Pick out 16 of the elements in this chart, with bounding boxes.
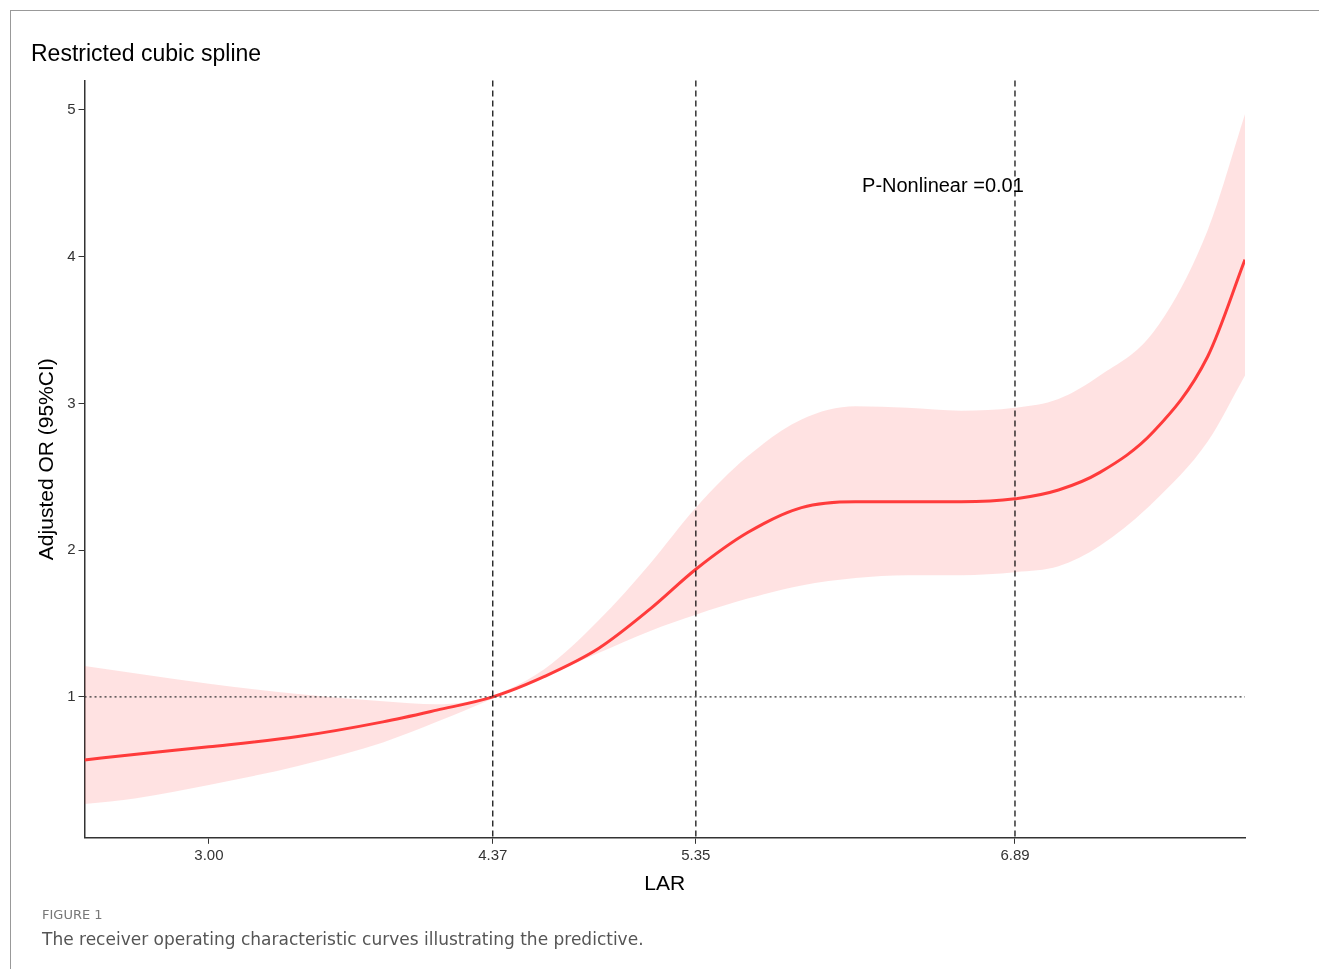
x-tick-label: 3.00 — [194, 845, 224, 863]
y-tick-label: 3 — [67, 393, 76, 411]
y-tick-label: 4 — [67, 246, 76, 264]
text: The receiver operating characteristic curves illustrating the predictive. — [42, 929, 644, 949]
y-tick-label: 5 — [67, 100, 76, 118]
x-tick-label: 4.37 — [478, 845, 508, 863]
y-axis-title: Adjusted OR (95%CI) — [34, 358, 58, 561]
x-tick-label: 5.35 — [681, 845, 711, 863]
y-tick-label: 1 — [67, 687, 76, 705]
line-series — [84, 258, 1245, 762]
x-axis-title: LAR — [644, 871, 686, 895]
x-tick-label: 6.89 — [1000, 845, 1030, 863]
annotation: P-Nonlinear =0.01 — [862, 174, 1024, 197]
y-tick-label: 2 — [67, 540, 76, 558]
caption: FIGURE 1 — [42, 907, 103, 922]
chart-title: Restricted cubic spline — [31, 40, 262, 67]
